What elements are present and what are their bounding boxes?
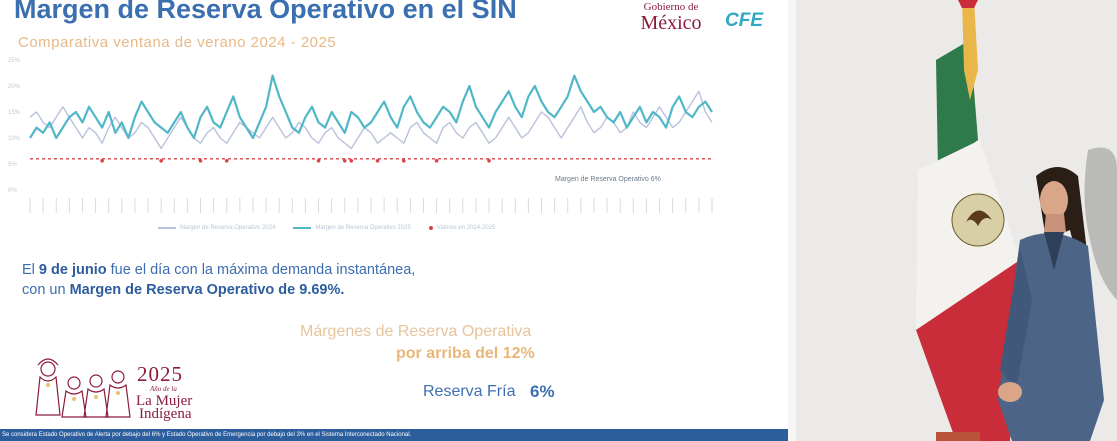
low-margin-point	[100, 159, 104, 163]
legend-item-values: Valores en 2024-2025	[428, 225, 496, 231]
legend-label: Margen de Reserva Operativo 2024	[180, 225, 276, 231]
flag-red-stripe	[916, 260, 1020, 441]
legend-swatch	[293, 227, 312, 229]
low-margin-point	[224, 159, 229, 163]
series-line-margen-de-reserva-operativo-2024	[29, 90, 713, 150]
low-margin-point	[375, 159, 380, 163]
logo-gobierno-text: Gobierno de	[643, 1, 699, 13]
speaker-neck	[1044, 214, 1066, 232]
low-margin-point	[342, 159, 347, 163]
gobierno-mexico-logo: Gobierno de México	[636, 1, 706, 34]
speaker-hands	[998, 382, 1022, 402]
y-tick-label: 25%	[8, 58, 21, 64]
note-text: El	[22, 262, 39, 278]
note-text: con un	[22, 282, 70, 298]
y-tick-label: 5%	[8, 162, 17, 168]
cfe-logo: CFE	[725, 10, 763, 31]
threshold-label: Margen de Reserva Operativo 6%	[555, 176, 661, 183]
speaker-face	[1040, 181, 1068, 219]
reserve-margin-line-chart: 25% 20% 15% 10% 5% 0% Margen de Reserva Opera…	[8, 58, 713, 213]
chart-legend: Margen de Reserva Operativo 2024 Margen …	[158, 225, 495, 231]
slide-title: Margen de Reserva Operativo en el SIN	[14, 0, 517, 24]
note-line-2: con un Margen de Reserva Operativo de 9.…	[22, 280, 415, 300]
mexico-flag	[916, 0, 1020, 441]
flag-cravat	[962, 0, 978, 100]
mujer-year: 2025	[137, 362, 183, 386]
mujer-indigena-illustration	[35, 358, 131, 418]
background-plant	[1084, 147, 1117, 300]
legend-item-2025: Margen de Reserva Operativo 2025	[293, 225, 411, 231]
low-margin-point	[434, 159, 439, 163]
slide-subtitle: Comparativa ventana de verano 2024 - 202…	[18, 34, 337, 51]
y-tick-label: 20%	[8, 84, 21, 90]
legend-item-2024: Margen de Reserva Operativo 2024	[158, 225, 275, 231]
series-line-margen-de-reserva-operativo-2025	[29, 74, 713, 140]
note-value: Margen de Reserva Operativo de 9.69%.	[69, 282, 345, 298]
low-margin-point	[401, 159, 406, 163]
note-text: fue el día con la máxima demanda instant…	[106, 262, 416, 278]
mujer-line-1: La Mujer	[136, 393, 193, 409]
flag-cravat-tie	[958, 0, 978, 8]
legend-label: Valores en 2024-2025	[436, 225, 496, 231]
presentation-slide: Margen de Reserva Operativo en el SIN Co…	[0, 0, 788, 441]
y-tick-label: 0%	[8, 188, 17, 194]
max-demand-note: El 9 de junio fue el día con la máxima d…	[22, 260, 415, 300]
y-tick-label: 15%	[8, 110, 21, 116]
footer-disclaimer: Se considera Estado Operativo de Alerta …	[0, 429, 788, 441]
legend-swatch	[428, 226, 433, 230]
mujer-line-2: Indígena	[139, 406, 192, 422]
reserva-fria-label: Reserva Fría	[423, 383, 516, 400]
low-margin-point	[349, 159, 354, 163]
y-tick-label: 10%	[8, 136, 21, 142]
margins-value: por arriba del 12%	[396, 345, 535, 362]
low-margin-point	[159, 159, 163, 163]
stage-scene	[788, 0, 1117, 441]
legend-label: Margen de Reserva Operativo 2025	[315, 225, 411, 231]
low-margin-point	[487, 159, 491, 163]
low-margin-point	[198, 159, 203, 163]
reserva-fria-value: 6%	[530, 382, 555, 401]
note-date: 9 de junio	[38, 262, 107, 278]
mujer-ano-text: Año de la	[150, 385, 177, 393]
eagle-icon	[966, 210, 992, 226]
legend-swatch	[158, 227, 176, 229]
low-margin-point	[316, 159, 321, 163]
speaker-figure	[998, 167, 1104, 441]
podium-edge	[936, 432, 980, 441]
margins-heading: Márgenes de Reserva Operativa	[300, 323, 532, 340]
speaker-arm	[1000, 248, 1032, 390]
logo-mexico-text: México	[640, 12, 702, 34]
note-line-1: El 9 de junio fue el día con la máxima d…	[22, 260, 415, 280]
speaker-collar	[1044, 232, 1064, 270]
wall-panel	[788, 0, 796, 441]
